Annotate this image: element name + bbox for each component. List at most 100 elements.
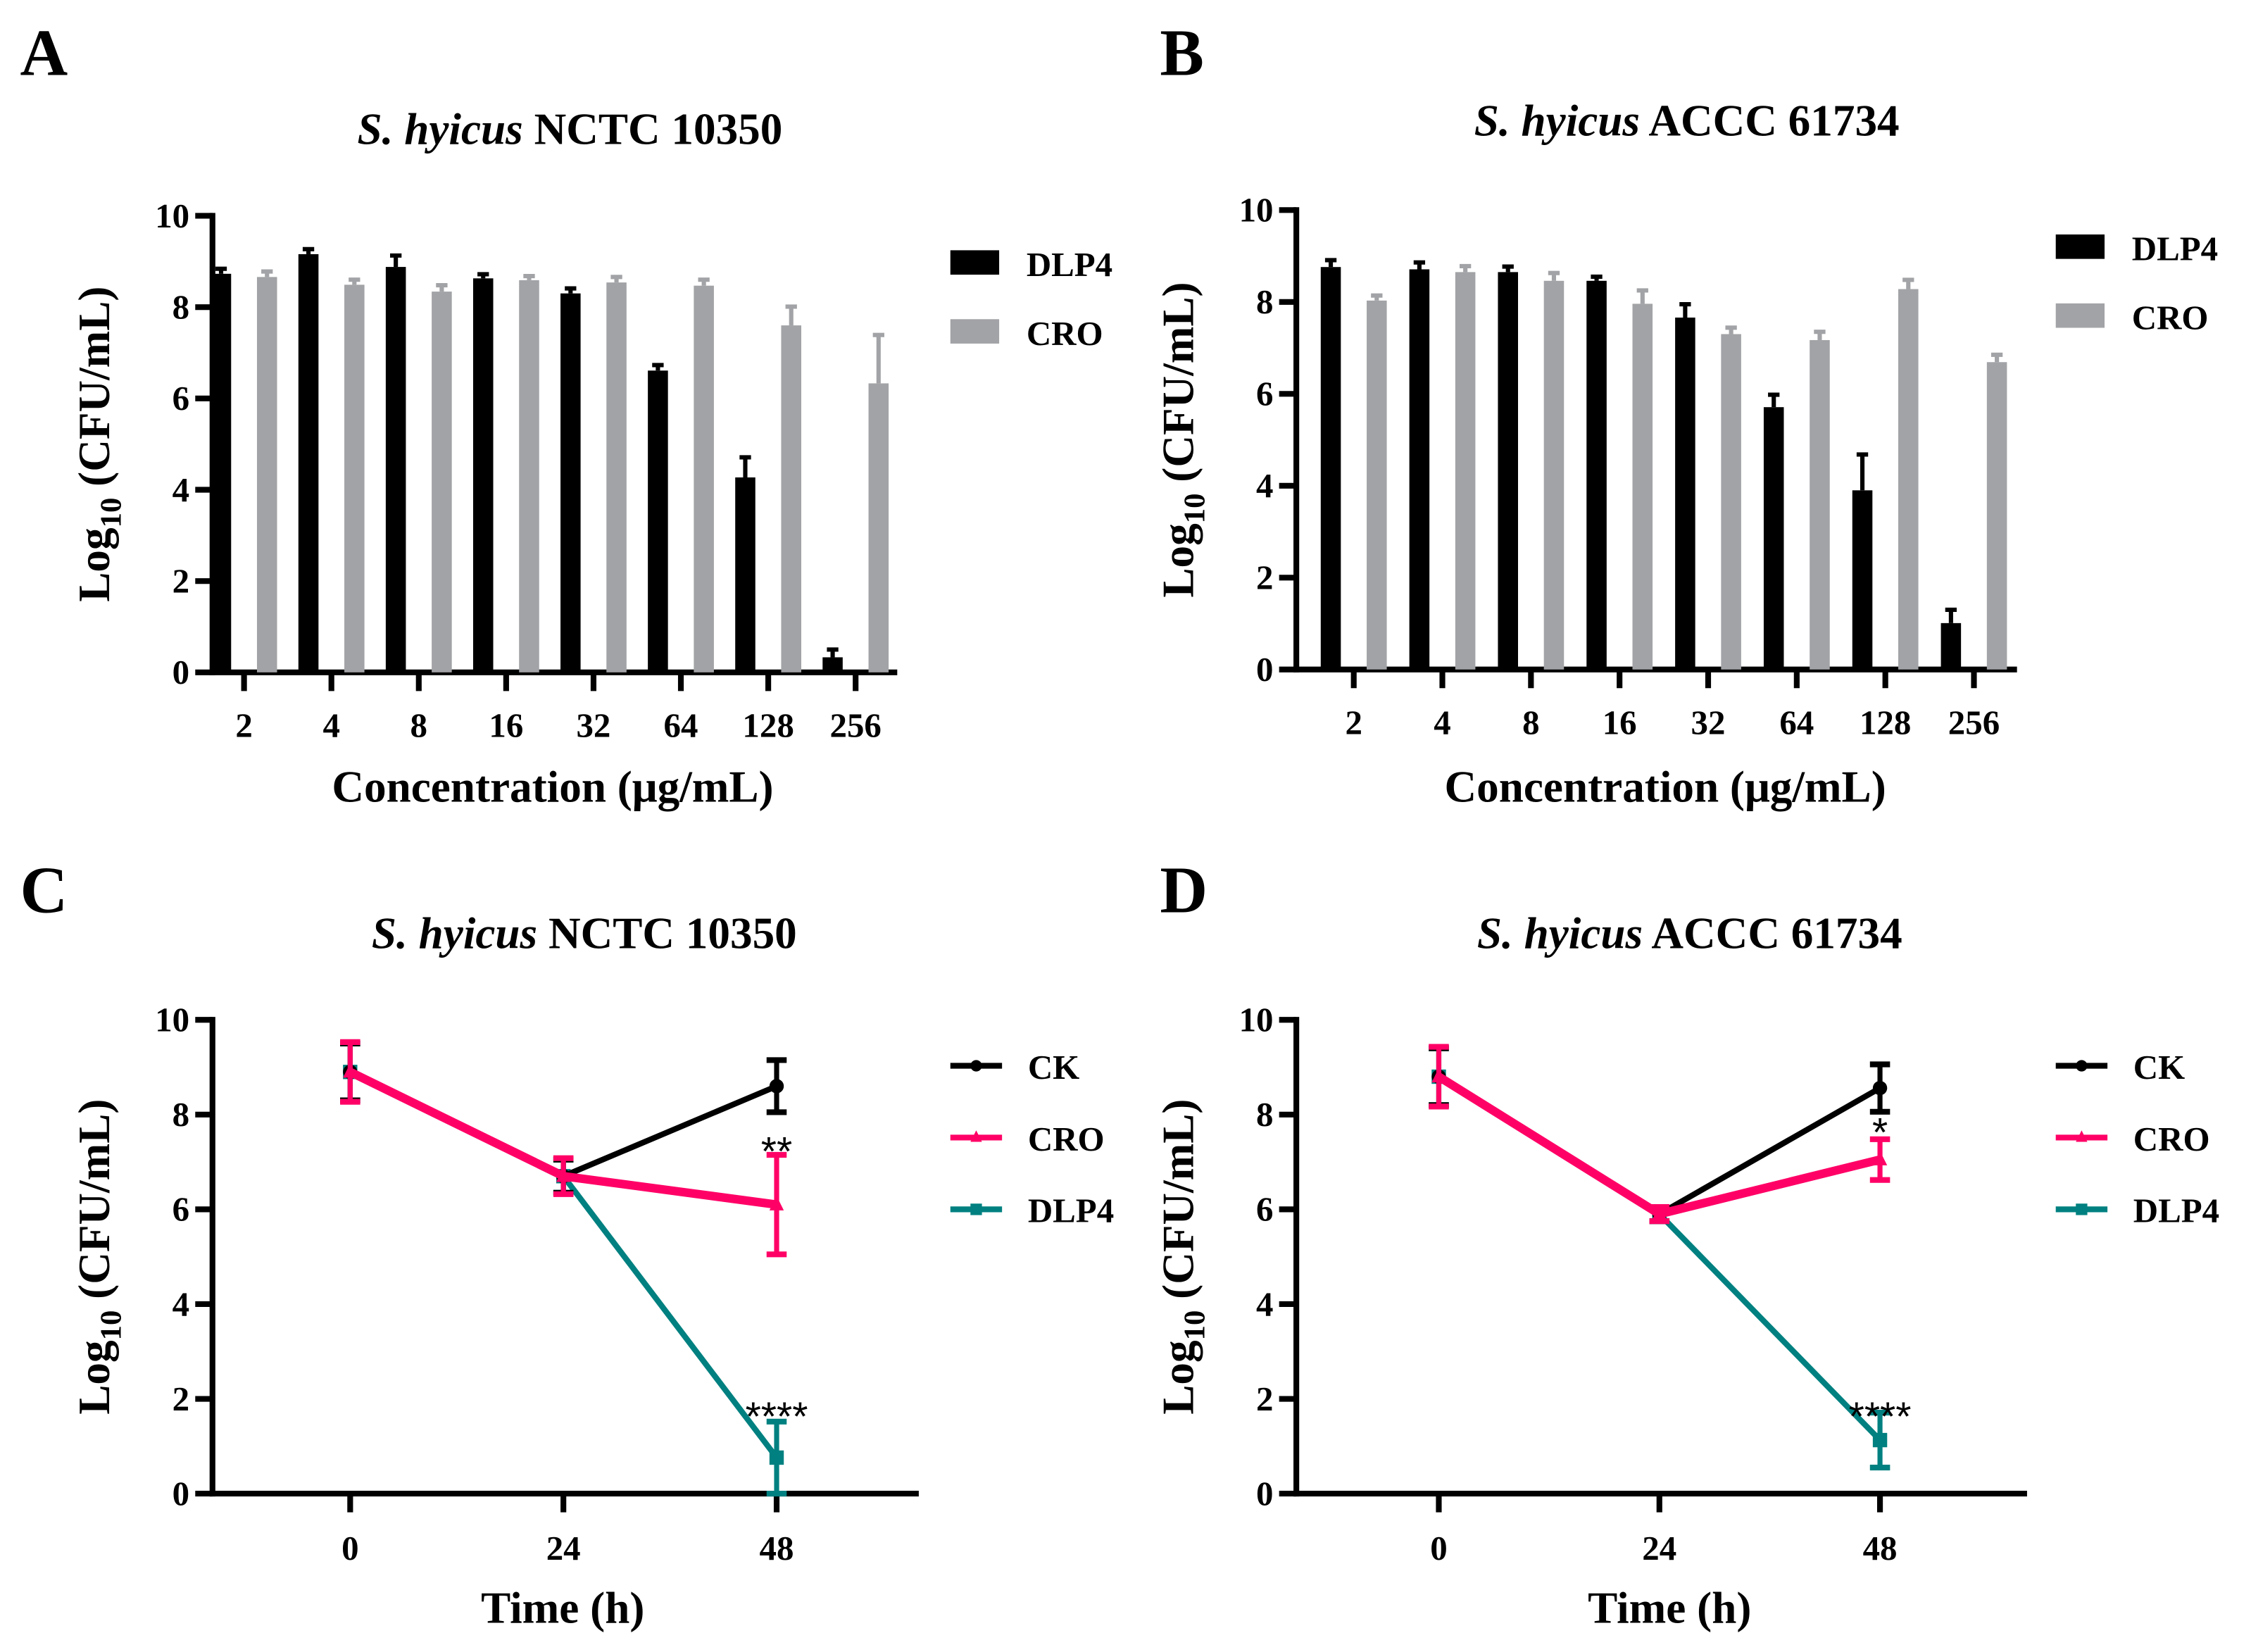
bar-cro bbox=[1367, 300, 1387, 670]
y-axis-label: Log10 (CFU/mL) bbox=[70, 287, 127, 602]
bar-dlp4 bbox=[211, 273, 232, 672]
y-tick-label: 8 bbox=[1256, 1095, 1273, 1134]
ylabel-subscript: 10 bbox=[94, 1310, 127, 1341]
x-tick-label: 24 bbox=[546, 1529, 581, 1567]
legend-marker bbox=[2076, 1060, 2088, 1072]
legend-label: DLP4 bbox=[2133, 1191, 2219, 1230]
title-species: S. hyicus bbox=[358, 105, 523, 154]
legend-swatch bbox=[2055, 303, 2105, 328]
panel-letter: A bbox=[20, 17, 68, 90]
legend-swatch bbox=[950, 319, 1000, 344]
chart-title: S. hyicus ACCC 61734 bbox=[1477, 908, 1902, 958]
bar-cro bbox=[1455, 272, 1476, 670]
x-tick-label: 256 bbox=[1948, 703, 2000, 742]
bar-dlp4 bbox=[1940, 622, 1962, 670]
y-tick-label: 2 bbox=[173, 1379, 189, 1418]
significance-label: **** bbox=[746, 1394, 808, 1439]
y-tick-label: 4 bbox=[1256, 1284, 1273, 1323]
marker-square bbox=[769, 1450, 784, 1465]
y-tick-label: 6 bbox=[173, 1190, 189, 1229]
title-species: S. hyicus bbox=[1477, 908, 1643, 958]
bar-dlp4 bbox=[1763, 407, 1784, 670]
title-species: S. hyicus bbox=[1474, 96, 1640, 145]
y-tick-label: 2 bbox=[173, 561, 189, 600]
ylabel-subscript: 10 bbox=[1179, 1310, 1212, 1341]
bar-dlp4 bbox=[385, 267, 406, 672]
chart-title: S. hyicus NCTC 10350 bbox=[358, 105, 783, 154]
significance-label: ** bbox=[761, 1129, 792, 1174]
legend-marker bbox=[970, 1130, 982, 1142]
legend-marker bbox=[970, 1203, 982, 1215]
line-cro bbox=[1436, 1072, 1881, 1219]
marker-triangle bbox=[1431, 1068, 1446, 1083]
x-axis-label: Time (h) bbox=[1588, 1584, 1751, 1633]
marker-circle bbox=[1872, 1080, 1888, 1096]
y-tick-label: 10 bbox=[1239, 191, 1274, 230]
x-axis-label: Concentration (μg/mL) bbox=[332, 762, 773, 811]
ylabel-subscript: 10 bbox=[1179, 494, 1212, 524]
y-axis-label: Log10 (CFU/mL) bbox=[70, 1099, 127, 1415]
bar-dlp4 bbox=[1586, 280, 1607, 670]
chart-title: S. hyicus ACCC 61734 bbox=[1474, 96, 1900, 145]
y-tick-label: 0 bbox=[1256, 650, 1273, 689]
bar-dlp4 bbox=[298, 254, 319, 672]
x-tick-label: 32 bbox=[576, 706, 610, 745]
y-tick-label: 2 bbox=[1256, 1379, 1273, 1418]
bar-cro bbox=[694, 285, 714, 672]
ylabel-unit: (CFU/mL) bbox=[70, 1099, 119, 1310]
ylabel-log: Log bbox=[70, 527, 119, 601]
ylabel-unit: (CFU/mL) bbox=[1153, 282, 1203, 493]
y-tick-label: 10 bbox=[155, 1001, 189, 1039]
x-tick-label: 128 bbox=[742, 706, 794, 745]
title-species: S. hyicus bbox=[372, 908, 537, 958]
legend-marker bbox=[2076, 1130, 2088, 1142]
legend-swatch bbox=[950, 250, 1000, 275]
marker-circle bbox=[769, 1079, 784, 1094]
x-tick-label: 64 bbox=[664, 706, 698, 745]
title-strain: NCTC 10350 bbox=[537, 908, 797, 958]
marker-triangle bbox=[769, 1196, 784, 1210]
legend-swatch bbox=[2055, 234, 2105, 259]
x-tick-label: 4 bbox=[1434, 703, 1450, 742]
legend-marker bbox=[2076, 1203, 2088, 1215]
x-tick-label: 48 bbox=[1863, 1529, 1898, 1567]
y-tick-label: 0 bbox=[173, 1474, 189, 1513]
title-strain: ACCC 61734 bbox=[1643, 908, 1902, 958]
bar-dlp4 bbox=[1852, 490, 1873, 670]
x-tick-label: 8 bbox=[410, 706, 427, 745]
marker-triangle bbox=[556, 1168, 571, 1182]
ylabel-unit: (CFU/mL) bbox=[1153, 1099, 1203, 1310]
bar-cro bbox=[1721, 334, 1741, 670]
bar-cro bbox=[868, 383, 889, 672]
ylabel-log: Log bbox=[1153, 1340, 1203, 1414]
ylabel-subscript: 10 bbox=[94, 498, 127, 528]
panel-letter: D bbox=[1160, 853, 1208, 927]
y-tick-label: 6 bbox=[173, 379, 189, 418]
y-axis-label: Log10 (CFU/mL) bbox=[1153, 282, 1211, 597]
y-tick-label: 6 bbox=[1256, 375, 1273, 413]
line-dlp4 bbox=[1437, 1074, 1882, 1442]
bar-dlp4 bbox=[1675, 317, 1695, 670]
marker-triangle bbox=[1872, 1151, 1888, 1165]
y-tick-label: 8 bbox=[173, 287, 189, 326]
y-axis-label: Log10 (CFU/mL) bbox=[1153, 1099, 1211, 1415]
y-tick-label: 10 bbox=[1239, 1001, 1274, 1039]
y-tick-label: 8 bbox=[173, 1095, 189, 1134]
x-tick-label: 2 bbox=[1345, 703, 1362, 742]
chart-title: S. hyicus NCTC 10350 bbox=[372, 908, 797, 958]
bar-dlp4 bbox=[1409, 269, 1430, 670]
y-tick-label: 10 bbox=[155, 196, 189, 235]
bar-cro bbox=[1543, 280, 1565, 670]
ylabel-log: Log bbox=[1153, 523, 1203, 597]
bar-cro bbox=[519, 280, 539, 672]
legend-label: DLP4 bbox=[1028, 1191, 1114, 1230]
title-strain: ACCC 61734 bbox=[1640, 96, 1900, 145]
bar-cro bbox=[1632, 304, 1653, 670]
y-tick-label: 2 bbox=[1256, 558, 1273, 597]
marker-triangle bbox=[1652, 1205, 1667, 1220]
panel-letter: B bbox=[1160, 17, 1204, 90]
line-ck bbox=[1437, 1074, 1882, 1218]
